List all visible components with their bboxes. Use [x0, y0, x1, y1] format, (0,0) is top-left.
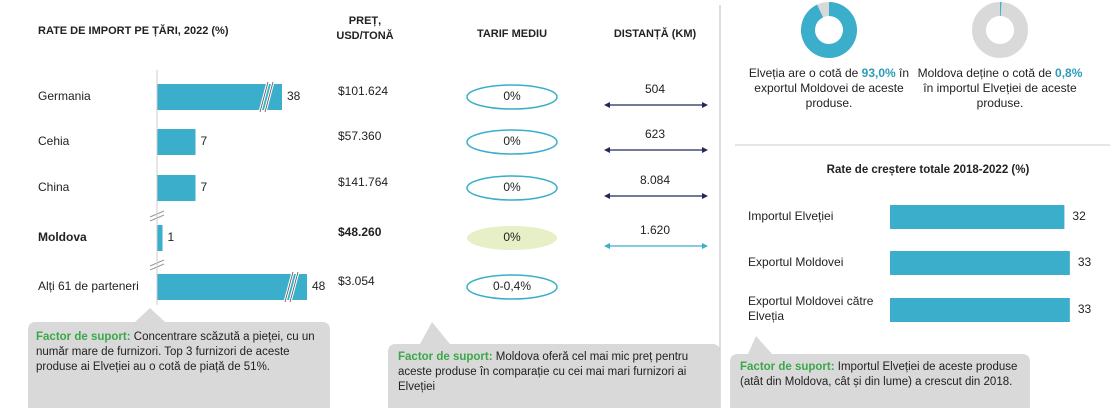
country-label: Moldova	[38, 230, 87, 244]
table-title: RATE DE IMPORT PE ȚĂRI, 2022 (%)	[38, 25, 229, 37]
text-span: 93,0%	[861, 66, 896, 80]
country-label: Alți 61 de parteneri	[38, 279, 139, 293]
tariff-badge	[466, 274, 558, 300]
callout	[730, 336, 1030, 408]
axis-break	[259, 81, 274, 113]
callout-text: Factor de suport: Importul Elveției de a…	[740, 360, 1025, 390]
distance: 8.084	[640, 173, 670, 187]
category-label: Exportul Moldovei	[748, 255, 844, 269]
donut-text: Elveția are o cotă de 93,0% în exportul …	[744, 66, 914, 111]
text-span: Concentrare scăzută a pieței, cu un numă…	[36, 331, 315, 373]
bar	[157, 175, 196, 201]
data-label: 38	[287, 89, 301, 103]
axis-break	[284, 271, 299, 303]
country-label: China	[38, 180, 70, 194]
data-label: 33	[1078, 302, 1092, 316]
category-label: Exportul Moldovei către Elveția	[748, 294, 874, 323]
category-label: Importul Elveției	[748, 209, 834, 223]
column-header: PREȚ, USD/TONĂ	[336, 15, 394, 42]
column-header: TARIF MEDIU	[476, 28, 548, 40]
price: $141.764	[338, 175, 388, 189]
text-span: Factor de suport:	[740, 361, 835, 373]
donut-slice	[801, 2, 857, 58]
text-span: Factor de suport:	[36, 331, 131, 343]
data-label: 32	[1072, 209, 1086, 223]
tariff-badge	[466, 84, 558, 110]
text-span: în importul Elveției de aceste produse.	[923, 81, 1077, 110]
column-header: DISTANȚĂ (KM)	[613, 28, 697, 40]
text-span: Moldova deține o cotă de	[917, 66, 1052, 80]
tariff: 0%	[503, 134, 521, 148]
price: $57.360	[338, 129, 382, 143]
price: $3.054	[338, 274, 375, 288]
callout-text: Factor de suport: Moldova oferă cel mai …	[398, 350, 716, 395]
text-span: Importul Elveției de aceste produse (atâ…	[740, 361, 1018, 388]
distance: 504	[645, 82, 665, 96]
text-span: Moldova oferă cel mai mic preț pentru ac…	[398, 351, 689, 393]
chart-title: Rate de creștere totale 2018-2022 (%)	[826, 164, 1030, 176]
callout	[28, 308, 330, 408]
tariff: 0%	[503, 89, 521, 103]
country-label: Germania	[38, 89, 91, 103]
callout	[388, 322, 720, 408]
price: $101.624	[338, 84, 388, 98]
text-span: în exportul Moldovei de aceste produse.	[754, 66, 910, 110]
bar	[890, 298, 1070, 322]
data-label: 7	[201, 134, 208, 148]
distance: 623	[645, 127, 665, 141]
bar	[157, 274, 307, 300]
text-span: Elveția are o cotă de	[748, 66, 859, 80]
price: $48.260	[338, 225, 382, 239]
text-span: Factor de suport:	[398, 351, 493, 363]
data-label: 33	[1078, 255, 1092, 269]
tariff: 0%	[503, 180, 521, 194]
tariff-badge	[467, 226, 557, 250]
text-span: 0,8%	[1055, 66, 1083, 80]
country-label: Cehia	[38, 134, 70, 148]
bar	[157, 129, 196, 155]
data-label: 7	[201, 180, 208, 194]
distance: 1.620	[640, 223, 670, 237]
tariff-badge	[466, 129, 558, 155]
data-label: 48	[312, 279, 326, 293]
bar	[890, 205, 1065, 229]
bar	[890, 251, 1070, 275]
bar	[157, 225, 163, 251]
data-label: 1	[168, 230, 175, 244]
donut-text: Moldova deține o cotă de 0,8% în importu…	[915, 66, 1085, 111]
callout-text: Factor de suport: Concentrare scăzută a …	[36, 330, 326, 375]
tariff: 0-0,4%	[493, 279, 531, 293]
tariff-badge	[466, 175, 558, 201]
tariff: 0%	[503, 230, 521, 244]
